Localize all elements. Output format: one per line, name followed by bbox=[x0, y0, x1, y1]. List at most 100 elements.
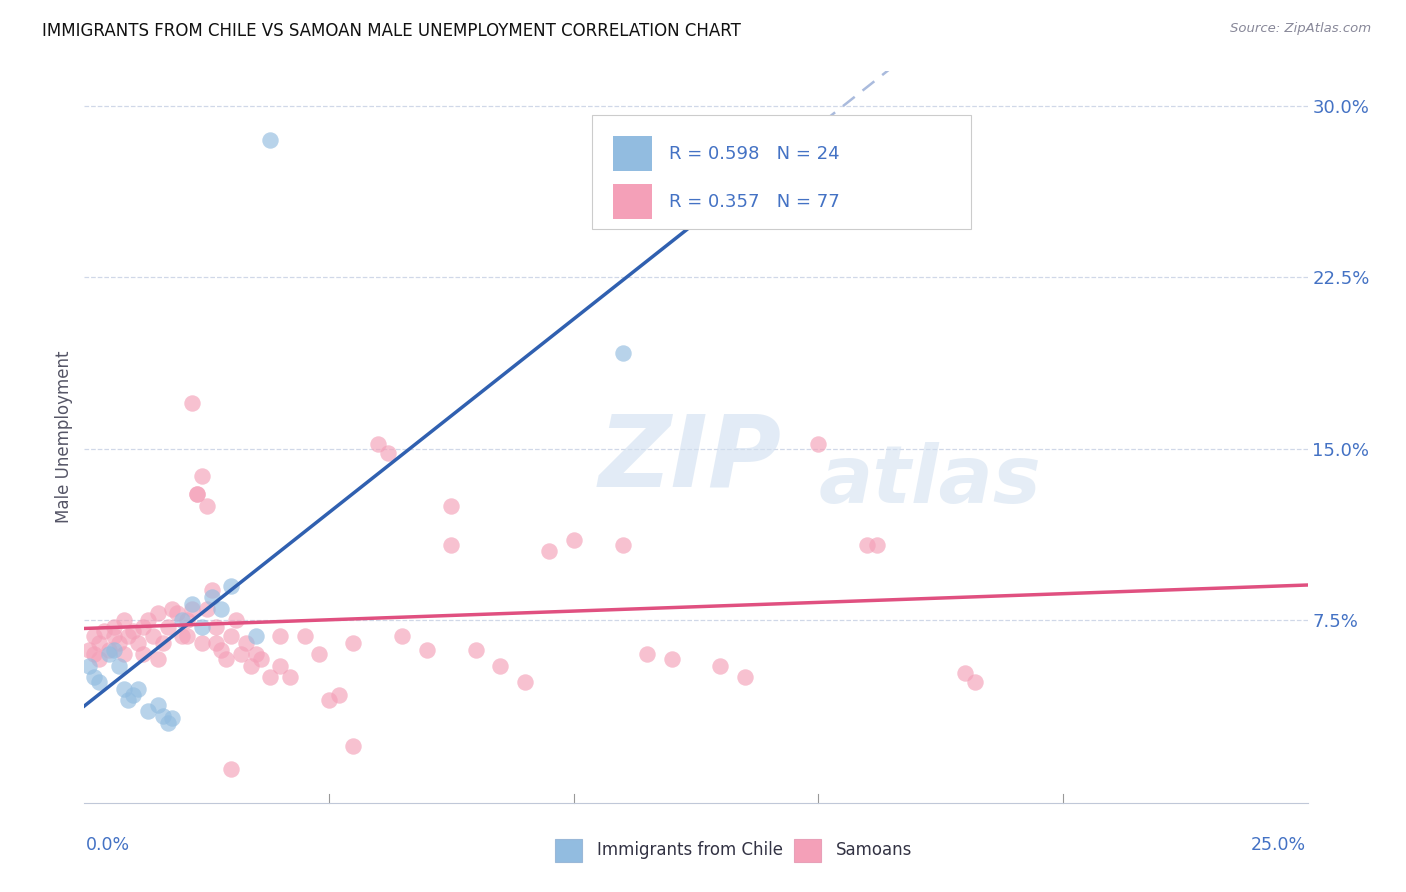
Point bbox=[117, 629, 139, 643]
Point bbox=[83, 629, 105, 643]
Point bbox=[215, 652, 238, 666]
Y-axis label: Male Unemployment: Male Unemployment bbox=[55, 351, 73, 524]
Text: 25.0%: 25.0% bbox=[1251, 836, 1306, 854]
Point bbox=[278, 670, 301, 684]
Point bbox=[166, 606, 188, 620]
Point bbox=[103, 620, 125, 634]
Point bbox=[181, 597, 204, 611]
Bar bbox=[613, 136, 652, 171]
Point bbox=[77, 642, 100, 657]
Point bbox=[734, 670, 756, 684]
Point bbox=[97, 647, 120, 661]
Point bbox=[146, 606, 169, 620]
Point bbox=[156, 715, 179, 730]
Bar bbox=[794, 838, 821, 862]
Point bbox=[342, 739, 364, 753]
Point bbox=[200, 590, 222, 604]
Point bbox=[205, 636, 228, 650]
Point bbox=[953, 665, 976, 680]
Point bbox=[162, 601, 184, 615]
Point bbox=[391, 629, 413, 643]
Point bbox=[112, 613, 135, 627]
Point bbox=[856, 537, 879, 551]
Point bbox=[152, 636, 174, 650]
Point bbox=[195, 601, 218, 615]
Point bbox=[117, 693, 139, 707]
Point bbox=[186, 487, 208, 501]
Point bbox=[172, 629, 194, 643]
Point bbox=[342, 636, 364, 650]
Point bbox=[513, 674, 536, 689]
Point bbox=[219, 629, 242, 643]
Point bbox=[127, 681, 149, 696]
Point bbox=[122, 624, 145, 639]
Point bbox=[259, 133, 281, 147]
Point bbox=[416, 642, 439, 657]
Point bbox=[612, 345, 634, 359]
Point bbox=[172, 613, 194, 627]
Point bbox=[205, 620, 228, 634]
Point bbox=[103, 642, 125, 657]
Point bbox=[318, 693, 340, 707]
Text: R = 0.357   N = 77: R = 0.357 N = 77 bbox=[669, 193, 839, 211]
Point bbox=[367, 437, 389, 451]
Point bbox=[200, 583, 222, 598]
Point bbox=[963, 674, 986, 689]
Point bbox=[235, 636, 257, 650]
Point bbox=[464, 642, 486, 657]
Point bbox=[181, 601, 204, 615]
Point bbox=[122, 689, 145, 703]
Point bbox=[87, 636, 110, 650]
Point bbox=[112, 681, 135, 696]
Point bbox=[191, 636, 214, 650]
Point bbox=[87, 674, 110, 689]
FancyBboxPatch shape bbox=[592, 115, 972, 228]
Point bbox=[83, 647, 105, 661]
Point bbox=[162, 711, 184, 725]
Point bbox=[636, 647, 658, 661]
Point bbox=[866, 537, 889, 551]
Point bbox=[142, 629, 165, 643]
Point bbox=[239, 658, 262, 673]
Point bbox=[219, 762, 242, 776]
Point bbox=[136, 705, 159, 719]
Point bbox=[209, 642, 232, 657]
Point bbox=[132, 620, 155, 634]
Text: Immigrants from Chile: Immigrants from Chile bbox=[598, 841, 783, 859]
Point bbox=[181, 396, 204, 410]
Point bbox=[440, 537, 463, 551]
Text: Samoans: Samoans bbox=[835, 841, 912, 859]
Bar bbox=[613, 184, 652, 219]
Point bbox=[191, 620, 214, 634]
Text: atlas: atlas bbox=[818, 442, 1040, 520]
Bar bbox=[555, 838, 582, 862]
Point bbox=[186, 487, 208, 501]
Point bbox=[245, 647, 267, 661]
Point bbox=[77, 658, 100, 673]
Point bbox=[249, 652, 271, 666]
Text: Source: ZipAtlas.com: Source: ZipAtlas.com bbox=[1230, 22, 1371, 36]
Point bbox=[562, 533, 585, 547]
Point bbox=[661, 652, 683, 666]
Point bbox=[107, 658, 129, 673]
Point bbox=[269, 629, 291, 643]
Point bbox=[195, 499, 218, 513]
Point bbox=[377, 446, 399, 460]
Point bbox=[440, 499, 463, 513]
Point bbox=[103, 629, 125, 643]
Point bbox=[176, 613, 198, 627]
Point bbox=[229, 647, 252, 661]
Point bbox=[489, 658, 512, 673]
Text: 0.0%: 0.0% bbox=[86, 836, 129, 854]
Point bbox=[97, 642, 120, 657]
Point bbox=[245, 629, 267, 643]
Point bbox=[83, 670, 105, 684]
Point bbox=[112, 647, 135, 661]
Point bbox=[709, 658, 731, 673]
Point bbox=[225, 613, 247, 627]
Point bbox=[209, 601, 232, 615]
Text: R = 0.598   N = 24: R = 0.598 N = 24 bbox=[669, 145, 839, 163]
Point bbox=[127, 636, 149, 650]
Point bbox=[176, 629, 198, 643]
Point bbox=[107, 636, 129, 650]
